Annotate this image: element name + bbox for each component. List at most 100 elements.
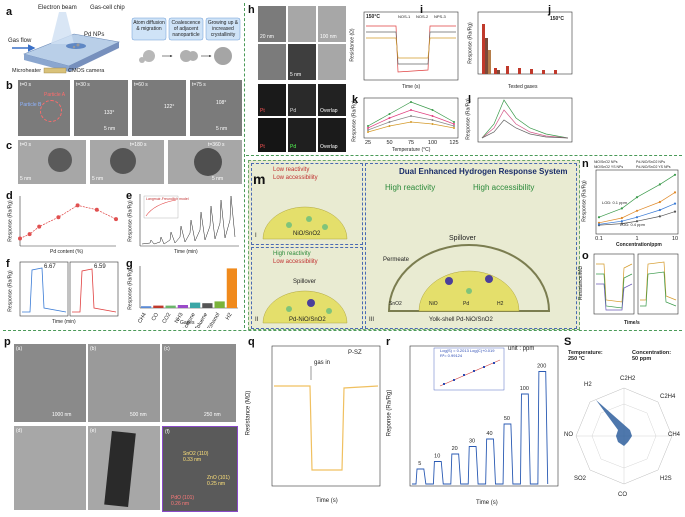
divider-left-right — [244, 3, 245, 328]
k-point — [431, 123, 434, 125]
eds-map-1: Pt — [258, 84, 286, 116]
i-legend-2: NOS-2 — [416, 14, 429, 19]
divider-top-bottom — [3, 330, 682, 331]
s-axis-so2: SO2 — [574, 476, 587, 482]
g-bar — [202, 303, 213, 308]
d-point — [94, 207, 99, 212]
chart-e — [139, 194, 239, 247]
panel-r: r 5 10 20 30 40 50 100 200 unit : ppm Log(S) = … — [384, 336, 562, 512]
f-value-1: 6.67 — [44, 264, 56, 270]
panel-label: k — [352, 94, 359, 106]
k-point — [367, 125, 369, 127]
m-box-3 — [365, 163, 577, 329]
panel-f: f 6.67 6.59 Response (Ra/Rg) Time (min) — [4, 258, 122, 328]
m-roman-1: I — [255, 233, 257, 239]
m-low-access-1: Low accessibility — [273, 175, 318, 181]
n-lod-1: LOD: 0.1 ppm — [602, 200, 627, 205]
d-point — [75, 203, 80, 208]
n-lod-2: LOD: 0.4 ppm — [620, 222, 645, 227]
eds-map-2: Pd — [288, 84, 316, 116]
e-ylabel: Response (Ra/Rg) — [127, 200, 134, 242]
k-tick-label: 50 — [386, 140, 392, 146]
d-point — [18, 236, 22, 241]
panel-label: c — [6, 140, 13, 152]
g-tick-label: NH3 — [174, 312, 185, 325]
panel-label: g — [126, 258, 133, 270]
g-tick-label: Toluene — [194, 312, 209, 328]
j-xlabel: Tested gases — [508, 84, 538, 90]
r-inset-point — [443, 383, 445, 385]
n-legend-1: NiO/SnO2 NPs — [594, 160, 618, 164]
n-tick-label: 0.1 — [595, 236, 603, 242]
d-xlabel: Pd content (%) — [50, 249, 84, 255]
particle-a-label: Particle A — [44, 92, 66, 98]
l-ylabel: Response (Ra/Rg) — [465, 98, 472, 140]
k-point — [453, 123, 455, 125]
n-tick-label: 1 — [635, 236, 638, 242]
panel-g: g CH4 CO CO2 NH3 Acetone Toluene Ethanol H2 Res… — [124, 258, 242, 332]
m-legend-sno2: SnO2 — [389, 301, 402, 307]
label-gas-flow: Gas flow — [8, 38, 32, 44]
tem-image-b3: t=60 s 122° — [132, 80, 186, 136]
m-spillover-2: Spillover — [293, 279, 317, 285]
n-xlabel: Concentration/ppm — [616, 242, 662, 248]
n-point — [635, 220, 639, 223]
k-point — [431, 119, 434, 121]
r-conc-label: 100 — [520, 386, 529, 392]
chart-d — [18, 196, 118, 247]
label-cmos-camera: CMOS camera — [68, 68, 105, 74]
g-bar — [141, 306, 152, 308]
tem-h3: 100 nm — [318, 6, 346, 42]
n-point — [635, 209, 639, 212]
tem-image-c2: t=180 s 5 nm — [90, 140, 164, 184]
r-conc-label: 20 — [452, 446, 458, 452]
chart-n: 0.1 1 10 — [595, 169, 679, 242]
k-point — [410, 115, 412, 117]
tem-image-c1: t=0 s 5 nm — [18, 140, 86, 184]
tem-p-f: (f) SnO2 (110) 0.33 nm ZnO (101) 0.25 nm… — [162, 426, 238, 512]
k-point — [388, 121, 391, 123]
m-title: Dual Enhanced Hydrogen Response System — [399, 167, 568, 176]
g-xlabel: Gases — [180, 320, 195, 326]
panel-a: a Electron beam Gas-cell chip Gas flow P… — [4, 4, 242, 78]
n-point — [658, 215, 661, 218]
step-3: Growing up & increased crystallinity — [207, 20, 239, 38]
chart-f — [19, 261, 119, 317]
i-legend-1: NOS-1 — [398, 14, 411, 19]
d-ylabel: Response (Ra/Rg) — [7, 200, 14, 242]
i-temp: 150°C — [366, 14, 380, 20]
k-point — [453, 121, 455, 123]
r-inset-point — [463, 374, 465, 376]
panel-label: d — [6, 190, 13, 202]
k-point — [431, 109, 434, 111]
g-bar — [153, 305, 164, 308]
r-xlabel: Time (s) — [476, 500, 498, 506]
k-series-line — [367, 121, 455, 133]
f-value-2: 6.59 — [94, 264, 106, 270]
panel-k: k 25 50 75 100 125 Response (Ra/Rg) Temperat… — [350, 94, 462, 154]
chart-l — [477, 97, 573, 143]
i-legend-3: NPS-3 — [434, 14, 446, 19]
r-inset-point — [483, 366, 485, 368]
i-ylabel: Resistance (Ω) — [349, 28, 356, 62]
e-xlabel: Time (min) — [174, 249, 198, 255]
tem-p-e: (e) — [88, 426, 160, 510]
n-legend-4: Pd-NiO/SnO2 YS NPs — [636, 165, 671, 169]
s-axis-no: NO — [564, 432, 573, 438]
panel-label: o — [582, 250, 589, 262]
panel-c: c t=0 s 5 nm t=180 s 5 nm t=360 s 5 nm — [4, 140, 242, 186]
m-permeate: Permeate — [383, 257, 410, 263]
k-tick-label: 75 — [408, 140, 414, 146]
s-axis-ch4: CH4 — [668, 432, 681, 438]
panel-label: e — [126, 190, 133, 202]
m-title-1: NiO/SnO2 — [293, 231, 321, 237]
j-ylabel: Response (Ra/Rg) — [467, 22, 474, 64]
m-particles — [262, 206, 551, 324]
k-point — [388, 113, 391, 115]
r-inset-point — [473, 370, 475, 372]
chart-o — [593, 253, 679, 315]
panel-b: b t=0 s Particle A Particle B t=30 s 133… — [4, 80, 242, 138]
k-point — [388, 117, 391, 119]
m-low-access-2: Low accessibility — [273, 259, 318, 265]
